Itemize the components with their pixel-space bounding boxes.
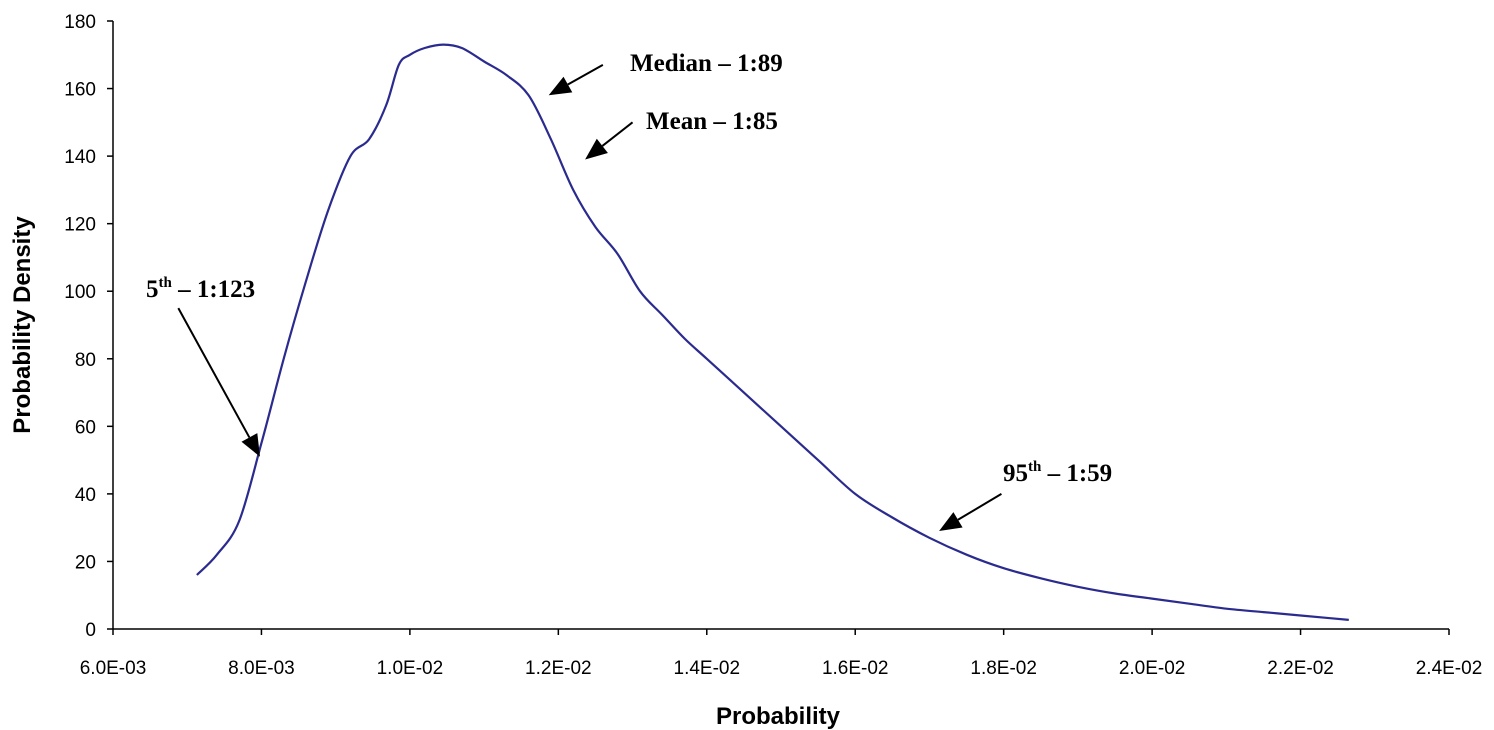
y-tick-label: 140 (64, 147, 96, 168)
x-tick-label: 1.2E-02 (525, 658, 592, 679)
x-ticks: 6.0E-03 8.0E-03 1.0E-02 1.2E-02 1.4E-02 1.6E-… (80, 629, 1483, 679)
annotation-arrowhead-mean (585, 138, 608, 160)
y-axis-title: Probability Density (9, 216, 36, 434)
x-tick-label: 1.4E-02 (674, 658, 741, 679)
x-tick-label: 1.8E-02 (970, 658, 1037, 679)
y-tick-label: 160 (64, 80, 96, 101)
x-tick-label: 6.0E-03 (80, 658, 147, 679)
annotation-arrowhead-p95 (939, 512, 963, 531)
annotations: 5th – 1:123 Median – 1:89 Mean – 1:85 95th … (146, 50, 1112, 531)
annotation-arrow-p5 (177, 307, 251, 438)
density-curve (196, 43, 1349, 621)
y-tick-label: 60 (75, 417, 96, 438)
axes (112, 21, 1449, 630)
annotation-arrowhead-median (548, 76, 573, 96)
y-tick-label: 100 (64, 282, 96, 303)
x-axis-title: Probability (716, 703, 841, 730)
x-tick-label: 2.4E-02 (1416, 658, 1483, 679)
annotation-arrowhead-p5 (241, 433, 260, 457)
annotation-arrow-p95 (957, 493, 1002, 521)
annotation-label-mean: Mean – 1:85 (646, 108, 778, 135)
annotation-arrow-median (567, 64, 604, 86)
y-tick-label: 80 (75, 350, 96, 371)
x-tick-label: 8.0E-03 (228, 658, 295, 679)
series (196, 43, 1349, 621)
x-tick-label: 1.6E-02 (822, 658, 889, 679)
y-tick-label: 180 (64, 12, 96, 33)
annotation-label-p5: 5th – 1:123 (146, 275, 255, 303)
y-tick-label: 20 (75, 552, 96, 573)
annotation-arrow-mean (601, 121, 634, 147)
y-tick-label: 40 (75, 485, 96, 506)
y-ticks: 0 20 40 60 80 100 120 140 160 180 (64, 12, 113, 641)
y-tick-label: 0 (85, 620, 96, 641)
x-tick-label: 2.2E-02 (1267, 658, 1334, 679)
annotation-label-p95: 95th – 1:59 (1003, 459, 1112, 487)
annotation-label-median: Median – 1:89 (630, 50, 783, 77)
x-tick-label: 2.0E-02 (1119, 658, 1186, 679)
x-tick-label: 1.0E-02 (377, 658, 444, 679)
y-tick-label: 120 (64, 215, 96, 236)
